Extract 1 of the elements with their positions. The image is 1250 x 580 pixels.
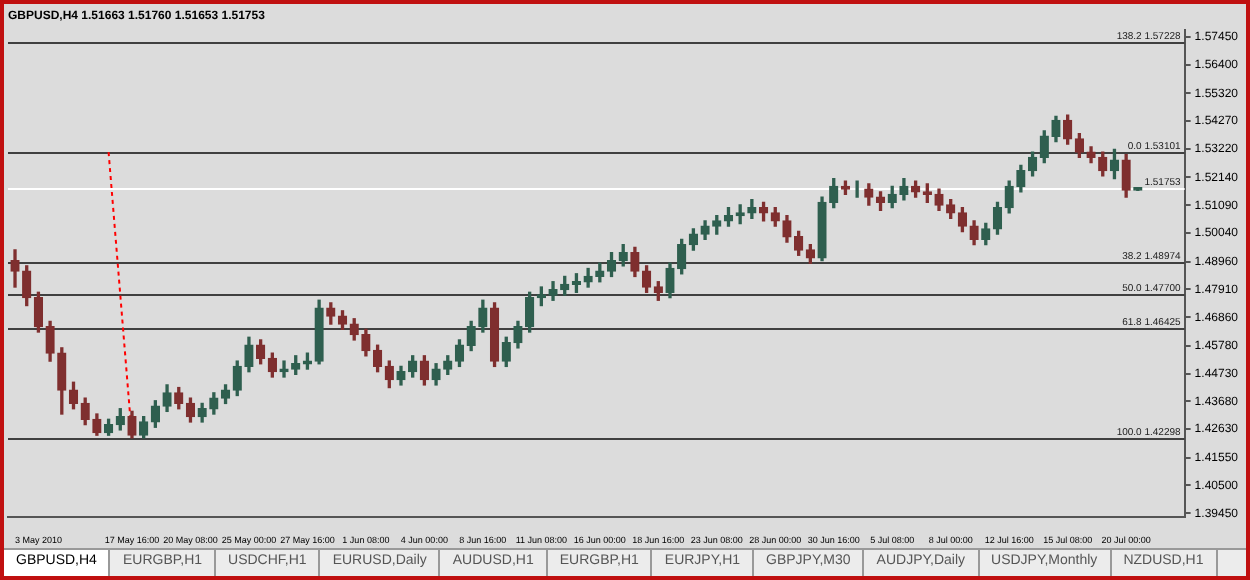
candlestick bbox=[279, 360, 289, 378]
